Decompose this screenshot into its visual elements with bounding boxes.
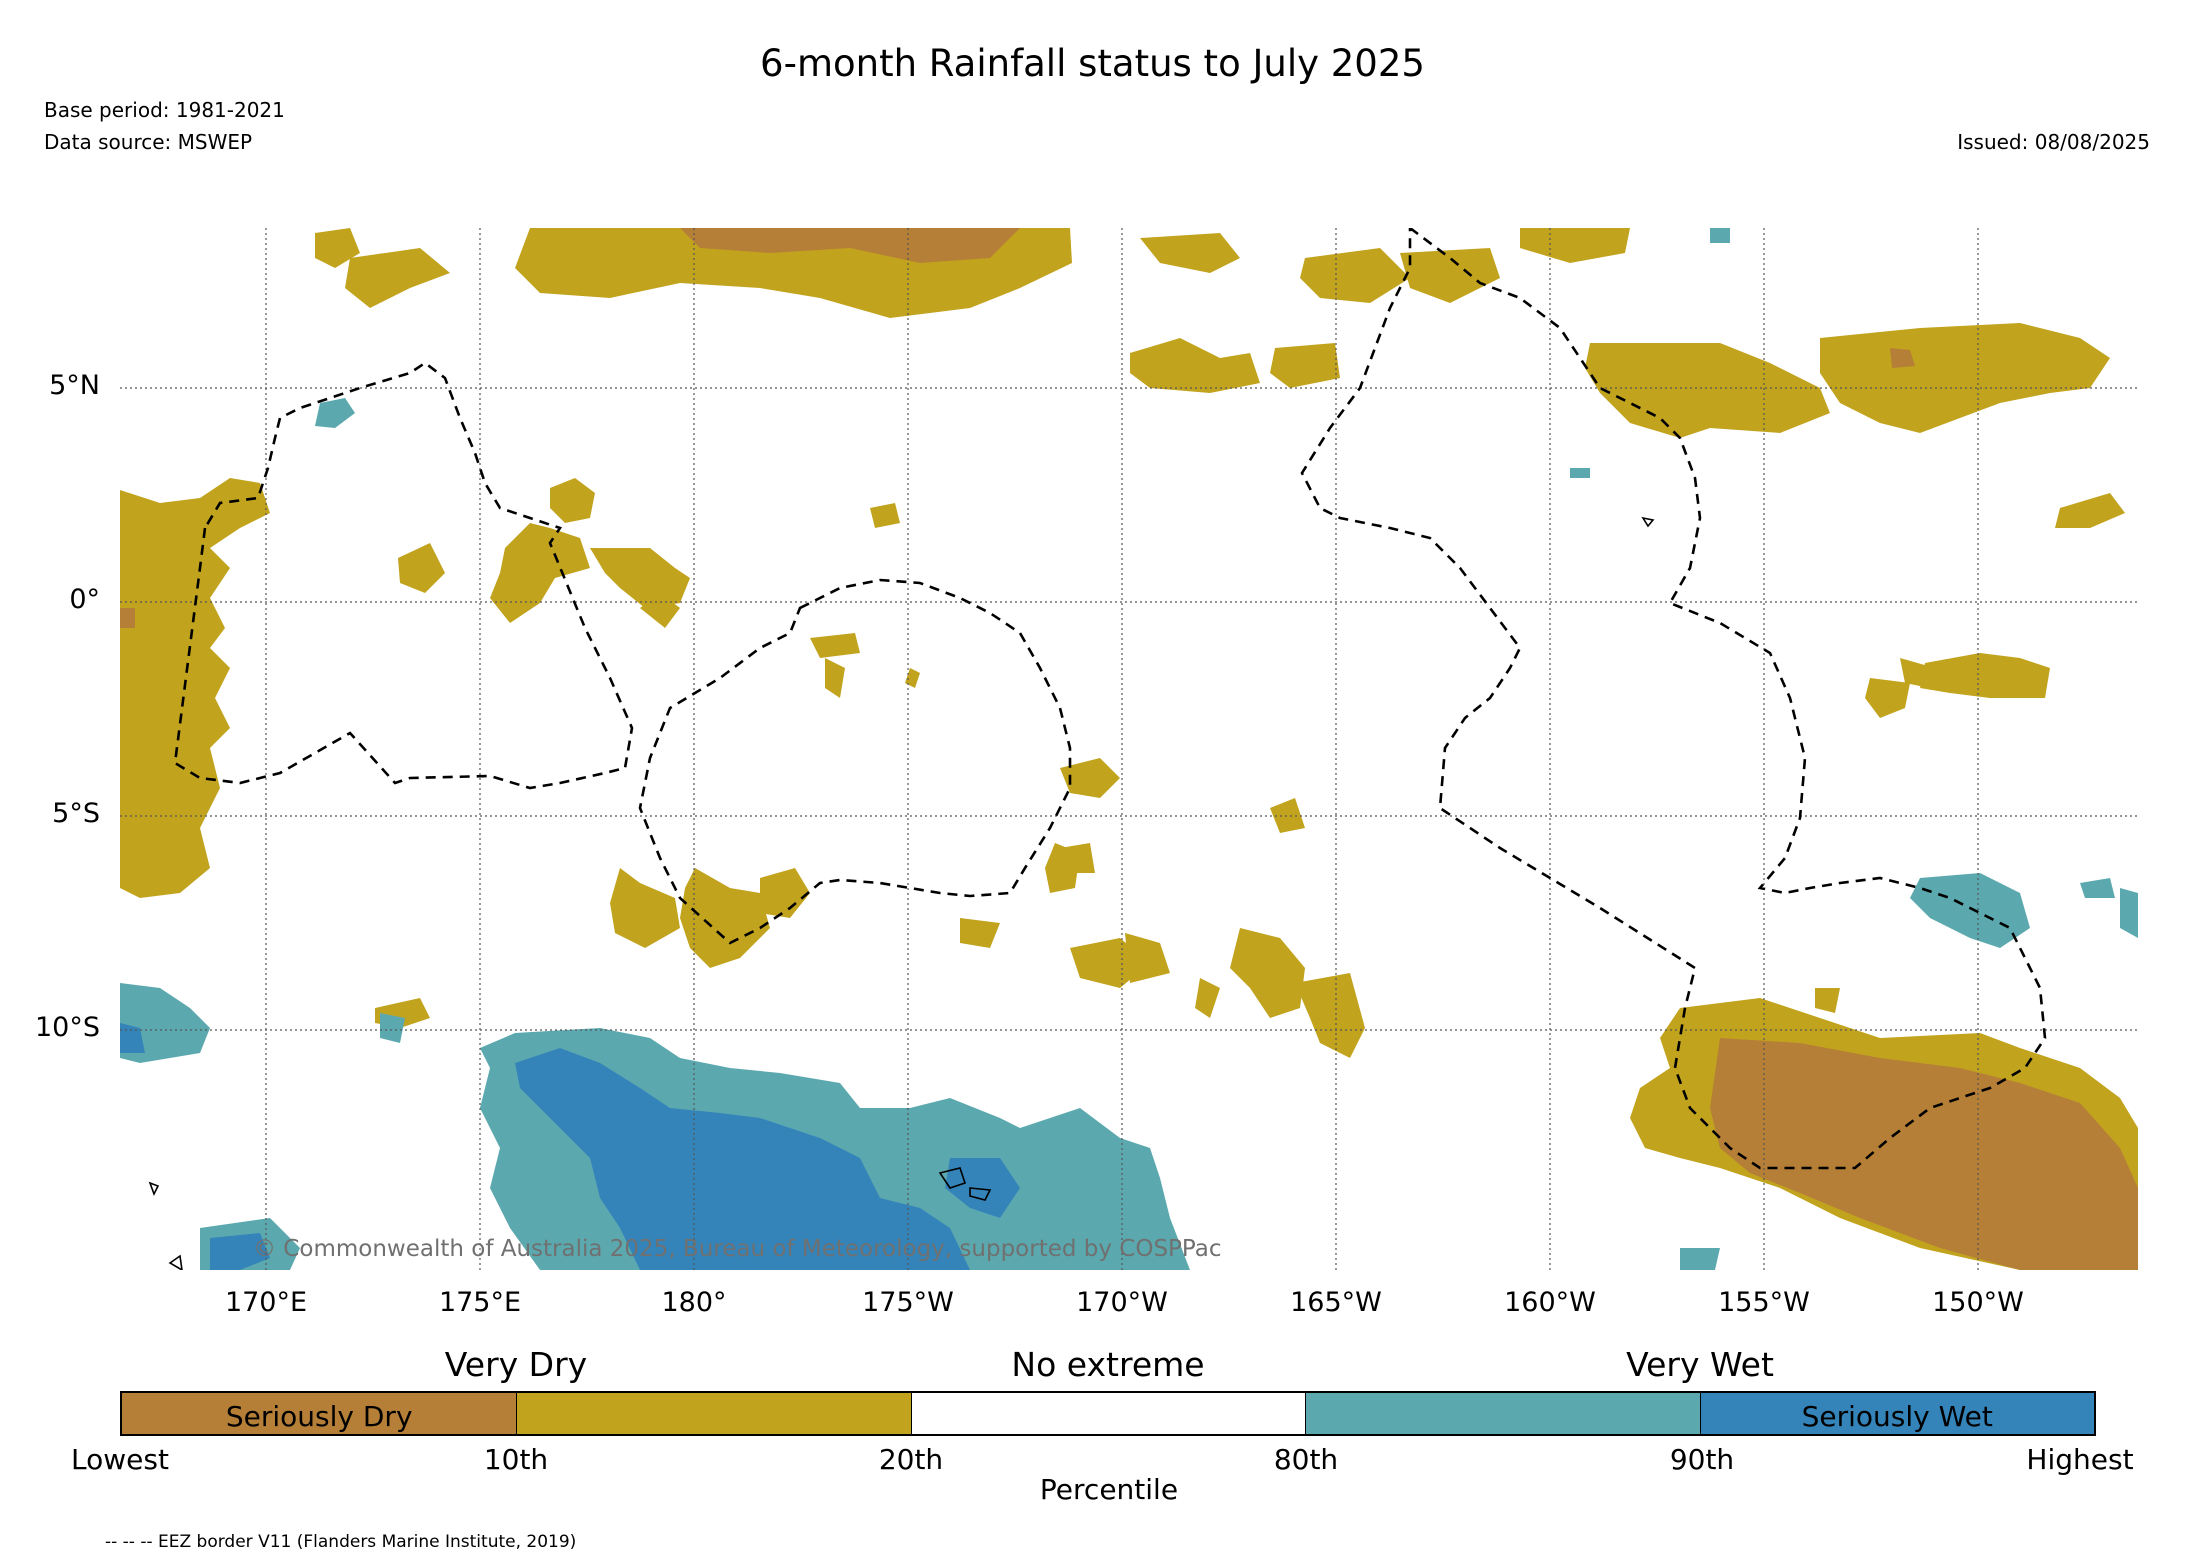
lon-label-170e: 170°E xyxy=(224,1287,308,1318)
lat-label-0: 0° xyxy=(69,584,100,615)
seriously-wet-regions xyxy=(120,1023,1020,1270)
lon-label-170w: 170°W xyxy=(1076,1287,1168,1318)
lat-label-10s: 10°S xyxy=(35,1012,100,1043)
tick-label-20th: 20th xyxy=(878,1443,944,1476)
tick-label-lowest: Lowest xyxy=(71,1443,169,1476)
colorbar-bin-no-extreme xyxy=(910,1393,1306,1434)
tick-label-80th: 80th xyxy=(1273,1443,1339,1476)
colorbar-axis-label: Percentile xyxy=(1039,1473,1179,1506)
tick-label-highest: Highest xyxy=(2026,1443,2134,1476)
map-title: 6-month Rainfall status to July 2025 xyxy=(760,42,1425,85)
lat-label-5s: 5°S xyxy=(52,798,100,829)
eez-borders xyxy=(173,228,2047,1170)
lon-label-175e: 175°E xyxy=(438,1287,522,1318)
rainfall-map-svg xyxy=(120,228,2138,1270)
tick-label-10th: 10th xyxy=(483,1443,549,1476)
issued-date: Issued: 08/08/2025 xyxy=(1957,130,2150,154)
colorbar-bin-very-dry xyxy=(516,1393,911,1434)
colorbar-bin-seriously-wet: Seriously Wet xyxy=(1699,1393,2094,1434)
island-outlines xyxy=(148,516,1655,1270)
graticule xyxy=(120,228,2138,1270)
percentile-colorbar: Seriously Dry Seriously Wet xyxy=(120,1391,2096,1436)
very-dry-label: Very Dry xyxy=(444,1345,588,1384)
colorbar-bin-very-wet xyxy=(1305,1393,1700,1434)
colorbar-bin-seriously-dry: Seriously Dry xyxy=(122,1393,517,1434)
lon-label-165w: 165°W xyxy=(1290,1287,1382,1318)
lon-label-155w: 155°W xyxy=(1718,1287,1810,1318)
tick-label-90th: 90th xyxy=(1669,1443,1735,1476)
lon-label-175w: 175°W xyxy=(862,1287,954,1318)
very-wet-label: Very Wet xyxy=(1626,1345,1774,1384)
base-period-note: Base period: 1981-2021 xyxy=(44,98,285,122)
seriously-dry-regions xyxy=(120,228,2138,1270)
lat-label-5n: 5°N xyxy=(49,370,100,401)
lon-label-180: 180° xyxy=(661,1287,727,1318)
rainfall-map xyxy=(120,228,2138,1270)
seriously-wet-label: Seriously Wet xyxy=(1801,1400,1993,1433)
no-extreme-label: No extreme xyxy=(1011,1345,1205,1384)
copyright-notice: © Commonwealth of Australia 2025, Bureau… xyxy=(253,1236,1222,1262)
lon-label-150w: 150°W xyxy=(1932,1287,2024,1318)
data-source-note: Data source: MSWEP xyxy=(44,130,253,154)
eez-footnote: -- -- -- EEZ border V11 (Flanders Marine… xyxy=(105,1532,577,1552)
seriously-dry-label: Seriously Dry xyxy=(225,1400,413,1433)
lon-label-160w: 160°W xyxy=(1504,1287,1596,1318)
